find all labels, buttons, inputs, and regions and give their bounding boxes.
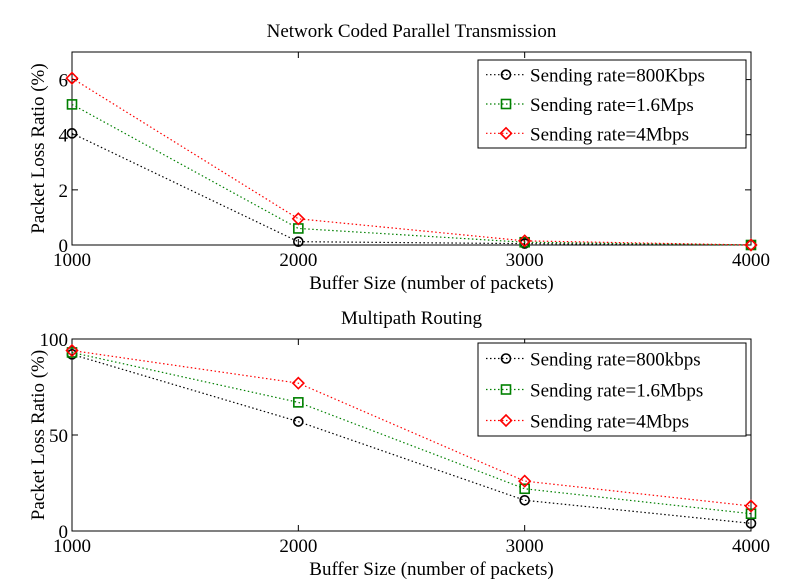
legend-entry: Sending rate=800Kbps [530,66,705,87]
legend-marker [500,69,512,80]
legend-entry: Sending rate=4Mbps [530,124,689,145]
y-axis-label: Packet Loss Ratio (%) [28,350,49,520]
data-point-series-0 [293,416,304,427]
chart-network-coded: Network Coded Parallel Transmission 1000 2… [28,21,770,294]
data-point-series-1 [519,483,530,495]
chart-multipath-routing: Multipath Routing 1000 2000 3000 4000 0 50 100 B… [28,308,770,580]
x-tick-label: 1000 [53,536,91,557]
y-tick-label: 0 [59,236,69,257]
legend-marker [499,413,513,428]
series-line-0 [71,353,752,524]
y-tick-label: 4 [59,126,69,147]
legend-marker [500,98,512,110]
series-line-1 [71,351,752,515]
legend: Sending rate=800kbps Sending rate=1.6Mbps… [477,342,747,437]
series-line-2 [71,77,752,246]
y-axis-label: Packet Loss Ratio (%) [28,63,49,233]
series-line-2 [71,349,752,507]
legend-marker [500,384,512,395]
legend-marker [499,126,513,140]
data-point-series-2 [65,71,79,85]
legend-entry: Sending rate=1.6Mbps [530,381,703,402]
x-tick-label: 3000 [506,536,544,557]
data-point-series-2 [744,499,758,513]
data-point-series-2 [291,376,305,390]
legend-entry: Sending rate=1.6Mps [530,95,694,116]
y-tick-label: 6 [59,71,69,92]
data-point-series-2 [518,474,532,488]
data-point-series-2 [744,238,758,252]
legend-entry: Sending rate=4Mbps [530,412,689,433]
y-tick-label: 2 [59,181,69,202]
legend-marker [500,353,512,364]
legend-entry: Sending rate=800kbps [530,350,701,371]
data-point-series-0 [66,128,78,139]
x-tick-label: 4000 [732,536,770,557]
x-tick-label: 3000 [506,250,544,271]
x-tick-label: 2000 [279,250,317,271]
x-tick-label: 1000 [53,250,91,271]
series-line-1 [71,103,752,246]
data-point-series-0 [519,494,530,506]
x-tick-label: 4000 [732,250,770,271]
chart-title: Network Coded Parallel Transmission [267,21,557,42]
x-tick-label: 2000 [279,536,317,557]
x-axis-label: Buffer Size (number of packets) [309,273,553,294]
legend: Sending rate=800Kbps Sending rate=1.6Mps S… [477,59,747,149]
y-tick-label: 0 [59,522,69,543]
data-point-series-1 [66,99,78,110]
data-point-series-2 [65,343,79,358]
data-point-series-2 [291,212,305,226]
x-axis-label: Buffer Size (number of packets) [309,559,553,580]
y-tick-label: 100 [40,330,69,351]
data-point-series-1 [745,508,757,520]
data-point-series-0 [293,236,304,247]
data-point-series-2 [518,234,532,248]
y-tick-label: 50 [49,426,68,447]
plot-frame [71,51,752,246]
data-point-series-1 [293,397,304,408]
series-line-0 [71,132,752,246]
chart-title: Multipath Routing [341,308,482,329]
